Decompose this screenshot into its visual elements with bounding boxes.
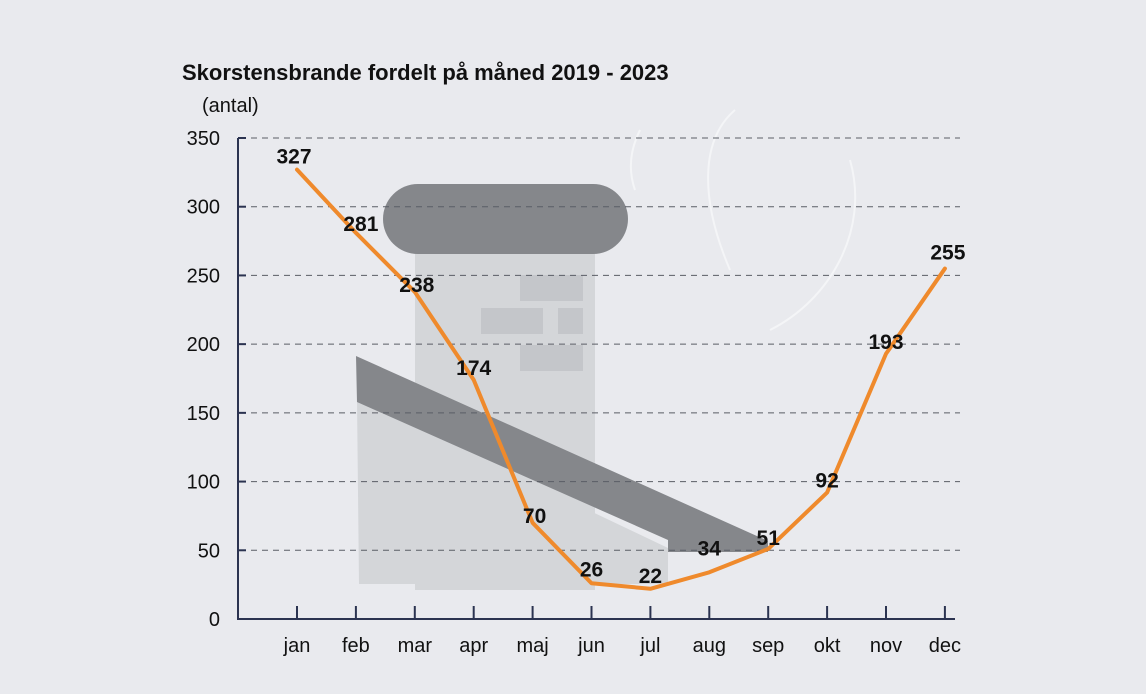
data-label: 22 xyxy=(639,565,662,588)
y-tick-label: 300 xyxy=(187,197,220,219)
y-axis-unit: (antal) xyxy=(202,95,259,117)
y-tick-label: 250 xyxy=(187,265,220,287)
y-tick-label: 150 xyxy=(187,403,220,425)
y-tick-label: 50 xyxy=(198,540,220,562)
x-tick-label: okt xyxy=(814,635,841,657)
y-tick-label: 100 xyxy=(187,472,220,494)
x-tick-label: jan xyxy=(283,635,311,657)
y-tick-labels: 0 50 100 150 200 250 300 350 xyxy=(187,128,246,631)
data-label: 51 xyxy=(757,527,781,550)
x-tick-label: jul xyxy=(639,635,660,657)
x-tick-label: maj xyxy=(516,635,548,657)
chimney-illustration xyxy=(356,109,857,590)
series-line xyxy=(295,167,947,591)
x-tick-label: nov xyxy=(870,635,902,657)
data-label: 281 xyxy=(343,213,378,236)
x-tick-label: aug xyxy=(693,635,726,657)
x-tick-label: feb xyxy=(342,635,370,657)
data-label: 327 xyxy=(276,146,311,169)
chimney-brick xyxy=(520,275,583,301)
data-label: 174 xyxy=(456,357,491,380)
x-tick-label: dec xyxy=(929,635,961,657)
chart-title: Skorstensbrande fordelt på måned 2019 - … xyxy=(182,60,669,85)
x-tick-label: sep xyxy=(752,635,784,657)
smoke-swirl-1 xyxy=(707,109,736,271)
roof-slope-edge xyxy=(356,356,768,552)
x-tick-labels: jan feb mar apr maj jun jul aug sep okt nov dec xyxy=(283,606,961,657)
data-label: 92 xyxy=(815,470,838,493)
chimney-brick xyxy=(481,308,543,334)
roof-slope-face xyxy=(357,400,668,584)
chimney-brick xyxy=(520,345,583,371)
x-tick-label: apr xyxy=(459,635,488,657)
data-label: 34 xyxy=(698,537,722,560)
data-label: 70 xyxy=(523,505,546,528)
data-label: 193 xyxy=(868,331,903,354)
data-label: 255 xyxy=(930,242,965,265)
data-labels: 327 281 238 174 70 26 22 34 51 92 193 255 xyxy=(276,146,965,588)
x-tick-label: mar xyxy=(398,635,433,657)
chimney-cap xyxy=(383,184,628,254)
y-tick-label: 200 xyxy=(187,334,220,356)
chimney-brick xyxy=(558,308,583,334)
data-label: 238 xyxy=(399,274,434,297)
smoke-swirl-3 xyxy=(629,129,641,191)
y-tick-label: 0 xyxy=(209,609,220,631)
x-tick-label: jun xyxy=(577,635,605,657)
smoke-swirl-2 xyxy=(769,159,857,331)
gridlines xyxy=(240,137,960,551)
data-label: 26 xyxy=(580,558,603,581)
y-tick-label: 350 xyxy=(187,128,220,150)
